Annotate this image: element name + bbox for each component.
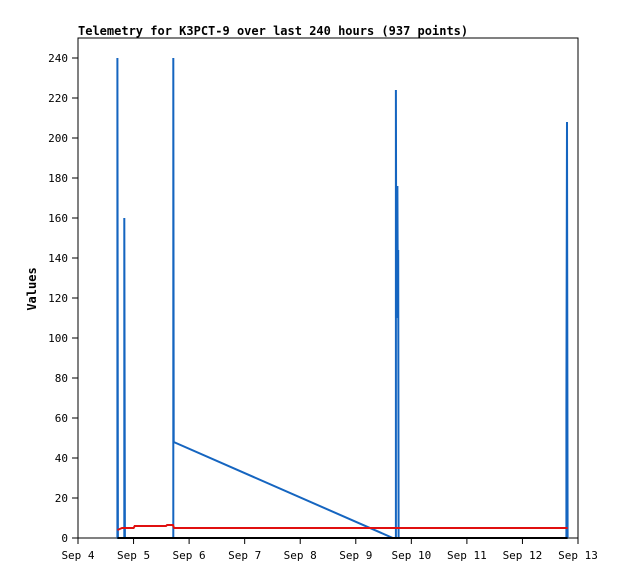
- series-line-1: [116, 57, 569, 539]
- x-tick-label: Sep 4: [61, 549, 94, 562]
- x-tick-label: Sep 6: [173, 549, 206, 562]
- plot-frame: [77, 37, 579, 539]
- x-tick-label: Sep 11: [447, 549, 487, 562]
- y-tick-label: 40: [55, 452, 68, 465]
- y-axis-label: Values: [25, 267, 39, 310]
- y-tick-label: 160: [48, 212, 68, 225]
- series-layer: [116, 57, 569, 539]
- chart-title: Telemetry for K3PCT-9 over last 240 hour…: [78, 24, 468, 38]
- y-tick-label: 80: [55, 372, 68, 385]
- x-tick-label: Sep 9: [339, 549, 372, 562]
- y-axis: 0 20 40 60 80 100 120 140 160 180 200 220 240: [48, 52, 78, 545]
- x-axis: Sep 4 Sep 5 Sep 6 Sep 7 Sep 8 Sep 9 Sep 10 Sep …: [61, 538, 598, 562]
- y-tick-label: 120: [48, 292, 68, 305]
- y-tick-label: 0: [61, 532, 68, 545]
- y-tick-label: 240: [48, 52, 68, 65]
- y-tick-label: 220: [48, 92, 68, 105]
- y-tick-label: 200: [48, 132, 68, 145]
- y-tick-label: 140: [48, 252, 68, 265]
- x-tick-label: Sep 5: [117, 549, 150, 562]
- y-tick-label: 100: [48, 332, 68, 345]
- x-tick-label: Sep 13: [558, 549, 598, 562]
- y-tick-label: 180: [48, 172, 68, 185]
- x-tick-label: Sep 7: [228, 549, 261, 562]
- x-tick-label: Sep 8: [284, 549, 317, 562]
- y-tick-label: 20: [55, 492, 68, 505]
- x-tick-label: Sep 12: [503, 549, 543, 562]
- series-line-2: [117, 524, 568, 531]
- y-tick-label: 60: [55, 412, 68, 425]
- x-tick-label: Sep 10: [391, 549, 431, 562]
